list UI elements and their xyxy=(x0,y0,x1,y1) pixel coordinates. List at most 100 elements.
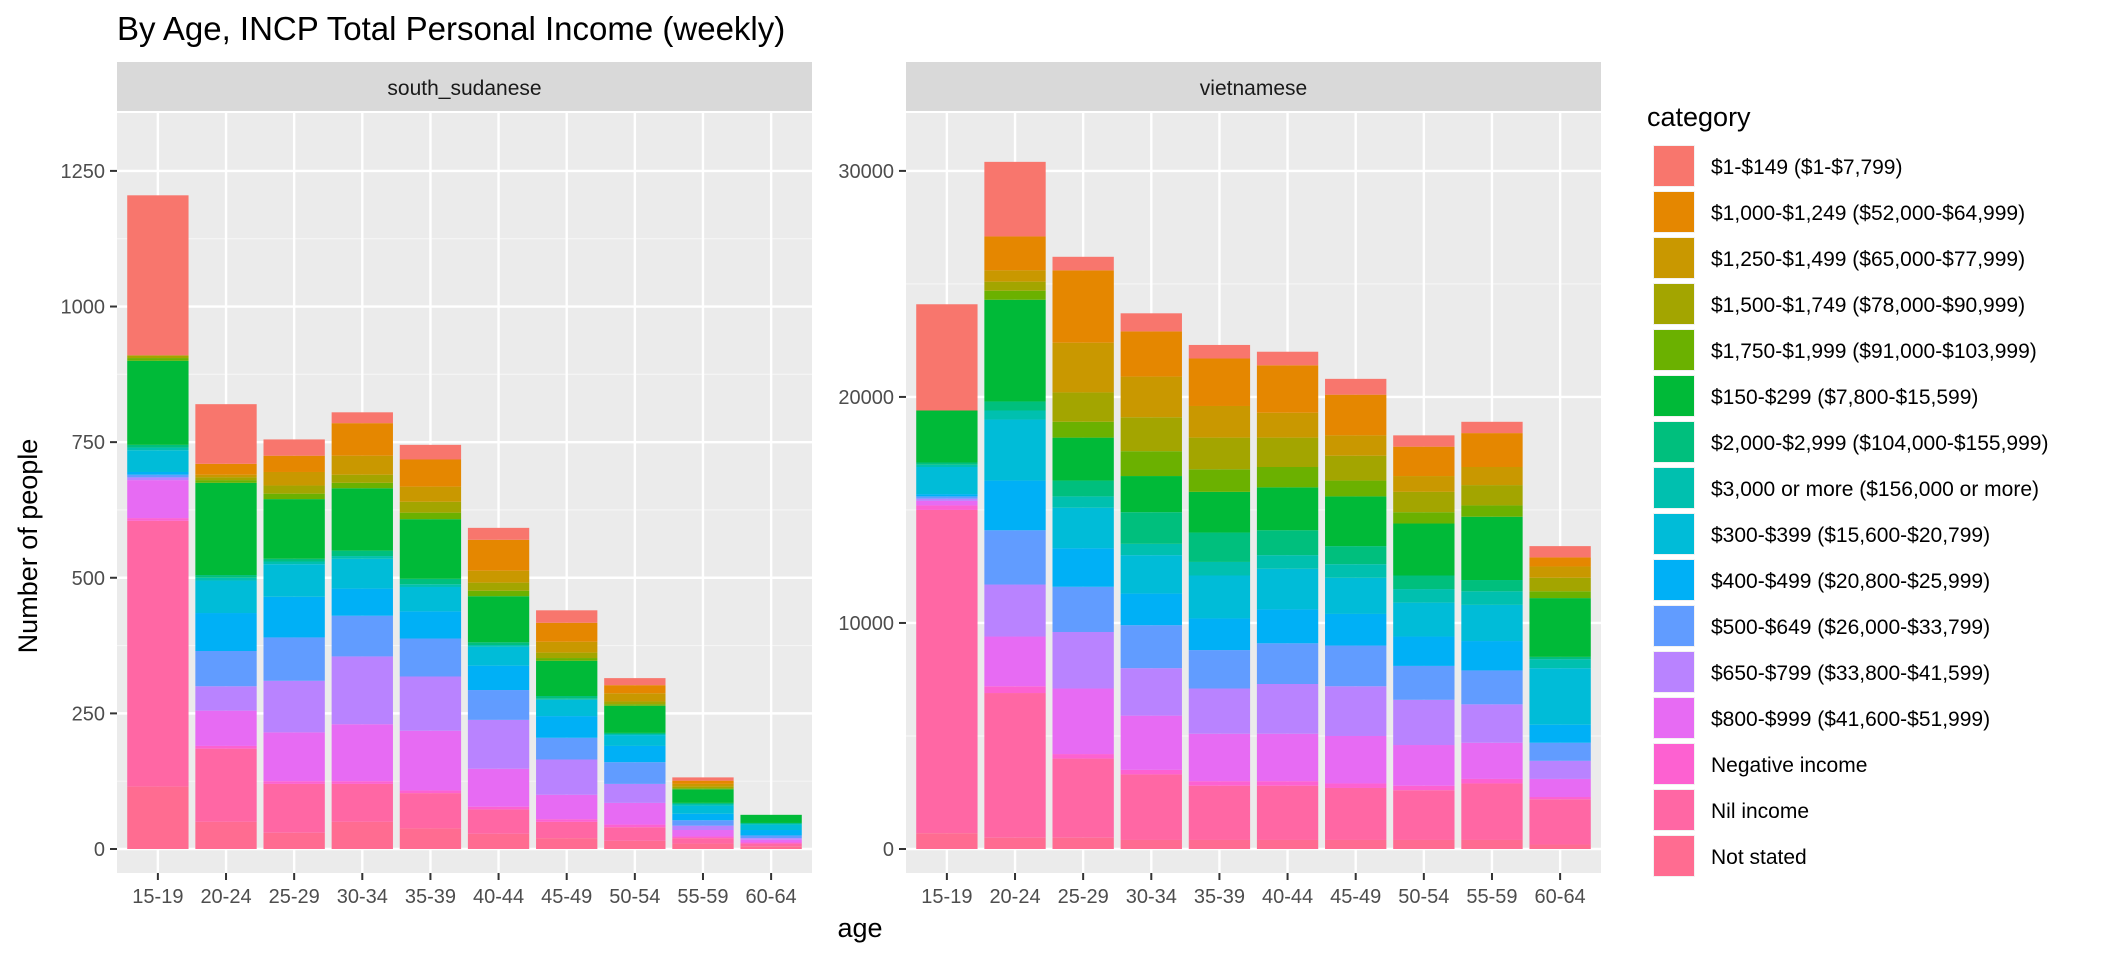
bar-segment xyxy=(263,493,325,500)
bar-segment xyxy=(127,518,189,521)
bar-segment xyxy=(467,768,530,807)
bar-segment xyxy=(604,802,666,825)
bar-segment xyxy=(1188,491,1251,533)
legend-item: $2,000-$2,999 ($104,000-$155,999) xyxy=(1653,421,2048,463)
x-tick-label: 50-54 xyxy=(1398,886,1449,908)
bar-segment xyxy=(1393,665,1455,700)
bar-segment xyxy=(984,584,1046,637)
legend-item: $1,000-$1,249 ($52,000-$64,999) xyxy=(1653,191,2025,233)
bar-segment xyxy=(1325,435,1387,456)
bar-segment xyxy=(1052,480,1114,497)
bar-segment xyxy=(984,693,1046,838)
bar-segment xyxy=(1188,561,1251,576)
bar-segment xyxy=(740,814,802,823)
bar-segment xyxy=(1461,516,1523,581)
bar-segment xyxy=(1325,839,1387,849)
bar-segment xyxy=(1393,476,1455,492)
bar-segment xyxy=(740,835,802,839)
bar-segment xyxy=(916,467,978,495)
bar-segment xyxy=(195,686,257,711)
bar-segment xyxy=(263,561,325,565)
bar-segment xyxy=(1325,564,1387,578)
bar-segment xyxy=(536,622,598,642)
bar-segment xyxy=(127,450,189,472)
bar-segment xyxy=(916,462,978,465)
bar-segment xyxy=(916,304,978,411)
bar-segment xyxy=(331,412,393,424)
bar-segment xyxy=(1461,467,1523,486)
legend-item: $650-$799 ($33,800-$41,599) xyxy=(1653,651,1990,693)
bar-segment xyxy=(672,836,734,839)
bar-segment xyxy=(263,783,325,833)
bar-segment xyxy=(1052,437,1114,481)
bar-stack-25-29 xyxy=(1052,256,1114,849)
bar-segment xyxy=(1393,435,1455,447)
bar-segment xyxy=(1529,760,1591,779)
bar-segment xyxy=(127,195,189,356)
bar-segment xyxy=(1529,659,1591,669)
legend-item: $1,500-$1,749 ($78,000-$90,999) xyxy=(1653,283,2025,325)
bar-segment xyxy=(1120,451,1182,477)
bar-segment xyxy=(1393,745,1455,786)
bar-segment xyxy=(1188,781,1251,786)
bar-segment xyxy=(1120,331,1182,377)
bar-segment xyxy=(1188,618,1251,651)
bar-segment xyxy=(399,790,462,794)
x-tick-label: 60-64 xyxy=(746,886,797,908)
bar-segment xyxy=(1120,543,1182,556)
bar-segment xyxy=(672,825,734,831)
bar-segment xyxy=(1120,313,1182,332)
y-tick-label: 500 xyxy=(72,568,105,590)
bar-segment xyxy=(331,615,393,657)
bar-segment xyxy=(1325,480,1387,497)
bar-stack-15-19 xyxy=(916,304,978,849)
bar-segment xyxy=(331,550,393,557)
bar-segment xyxy=(536,641,598,653)
facet-label: south_sudanese xyxy=(387,77,541,100)
legend-label: $400-$499 ($20,800-$25,999) xyxy=(1711,570,1990,593)
x-tick-label: 15-19 xyxy=(921,886,972,908)
bar-stack-60-64 xyxy=(1529,546,1591,849)
bar-segment xyxy=(604,678,666,686)
bar-segment xyxy=(1529,656,1591,660)
bar-segment xyxy=(672,789,734,803)
bar-segment xyxy=(672,820,734,826)
bar-segment xyxy=(1052,586,1114,633)
bar-segment xyxy=(604,824,666,828)
bar-segment xyxy=(1461,742,1523,779)
bar-segment xyxy=(1120,476,1182,513)
bar-segment xyxy=(984,686,1046,694)
y-tick-label: 10000 xyxy=(838,613,894,635)
bar-segment xyxy=(399,486,462,502)
bar-segment xyxy=(1393,512,1455,524)
legend-swatch xyxy=(1654,330,1694,370)
legend: category $1-$149 ($1-$7,799) $1,000-$1,24… xyxy=(1647,102,2048,877)
facet-strip xyxy=(117,62,812,111)
bar-stack-30-34 xyxy=(331,412,393,849)
bar-segment xyxy=(331,821,393,849)
bar-segment xyxy=(1461,580,1523,592)
bar-stack-30-34 xyxy=(1120,313,1182,849)
bar-segment xyxy=(1325,783,1387,788)
bar-segment xyxy=(1325,577,1387,614)
bar-segment xyxy=(399,586,462,612)
bar-segment xyxy=(916,410,978,463)
bar-segment xyxy=(127,355,189,359)
bar-segment xyxy=(1529,742,1591,761)
legend-swatch xyxy=(1654,146,1694,186)
bar-stack-35-39 xyxy=(399,444,462,849)
legend-label: $800-$999 ($41,600-$51,999) xyxy=(1711,708,1990,731)
bar-segment xyxy=(1052,837,1114,849)
bar-segment xyxy=(1052,256,1114,271)
legend-swatch xyxy=(1654,652,1694,692)
bar-segment xyxy=(399,459,462,487)
bar-segment xyxy=(1188,785,1251,840)
bar-segment xyxy=(604,735,666,746)
bar-segment xyxy=(1120,593,1182,626)
bar-segment xyxy=(399,512,462,520)
bar-segment xyxy=(399,676,462,731)
bar-segment xyxy=(916,505,978,510)
bar-segment xyxy=(399,828,462,849)
bar-stack-50-54 xyxy=(604,678,666,849)
bar-segment xyxy=(127,474,189,478)
